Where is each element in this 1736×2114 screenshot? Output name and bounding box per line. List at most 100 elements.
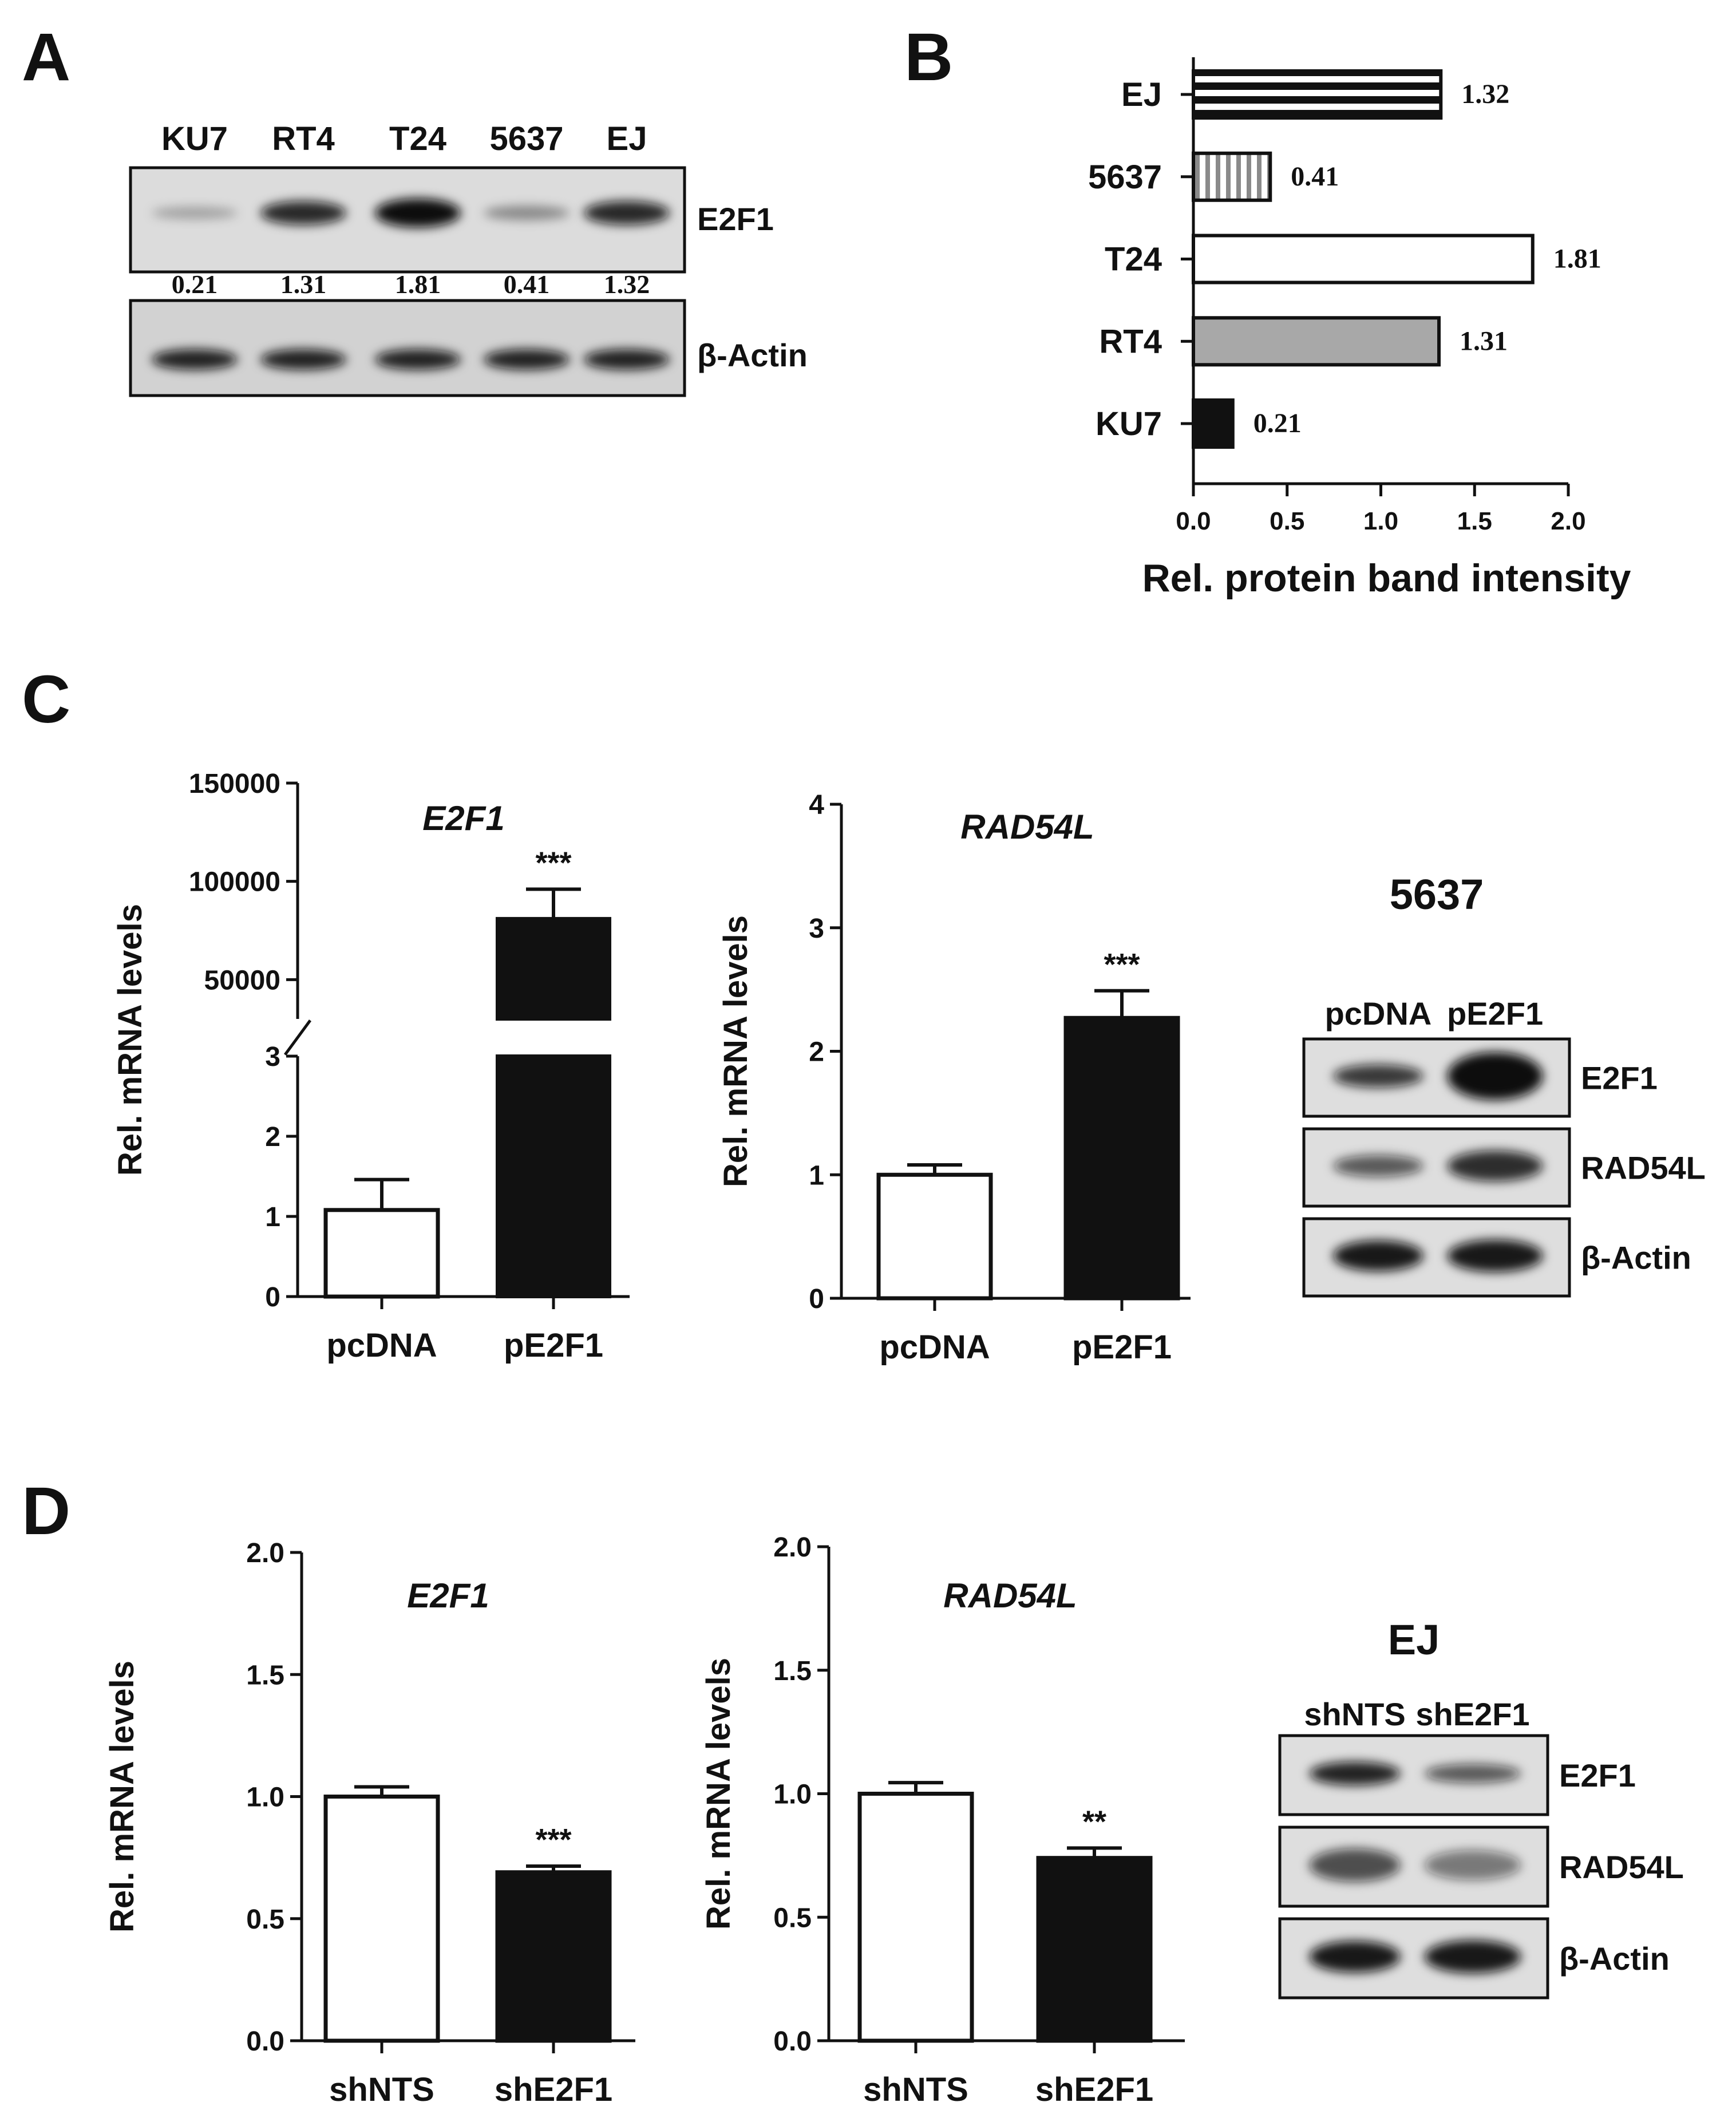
- significance-pe2f1: ***: [535, 845, 571, 880]
- bar-t24: [1192, 234, 1535, 284]
- band-e2f1-rt4: [260, 201, 346, 225]
- blot-label-e2f1: E2F1: [1559, 1757, 1636, 1793]
- tick-label-y-c2: 3: [809, 914, 824, 944]
- panel-a: A KU7 RT4 T24 5637 EJ 0.21 1.31 1.81 0.41 1.32 E…: [22, 19, 808, 397]
- tick-label-x-b: 1.0: [1363, 507, 1398, 535]
- category-label-pcdna: pcDNA: [879, 1329, 990, 1366]
- category-label-pe2f1: pE2F1: [504, 1327, 603, 1364]
- tick-label-y-c1: 50000: [204, 965, 280, 995]
- blot-bands-actin-a: [152, 349, 670, 370]
- band-actin-pe2f1: [1447, 1239, 1543, 1273]
- panel-label-c: C: [22, 662, 70, 737]
- band-e2f1-ku7: [152, 207, 238, 219]
- quant-value-1-32: 1.32: [604, 270, 650, 299]
- band-e2f1-she2f1: [1424, 1764, 1521, 1783]
- panel-label-a: A: [22, 19, 70, 95]
- blot-title: 5637: [1390, 871, 1484, 918]
- lane-label-ej: EJ: [607, 120, 647, 157]
- band-actin-she2f1: [1424, 1940, 1521, 1974]
- blot-label-actin: β-Actin: [1581, 1240, 1691, 1276]
- chart-c1: 50000 100000 150000 0 1 2 3 Rel. mRNA levels E2F…: [112, 769, 630, 1364]
- blot-label-rad54l: RAD54L: [1559, 1849, 1684, 1885]
- axis-label-y-c1: Rel. mRNA levels: [112, 904, 149, 1176]
- band-rad54l-pe2f1: [1447, 1150, 1543, 1182]
- tick-label-y-c2: 1: [809, 1160, 824, 1191]
- chart-c2: 0 1 2 3 4 Rel. mRNA levels RAD54L pcDNA pE2F1 ***: [717, 790, 1191, 1366]
- bar-pe2f1-upper: [496, 916, 611, 1021]
- tick-label-y-c1: 1: [265, 1202, 280, 1232]
- blot-d-ej: EJ shNTS shE2F1 E2F1 RAD54L β-Actin: [1278, 1616, 1684, 2000]
- bar-ku7: [1192, 398, 1235, 449]
- tick-label-y-c1: 2: [265, 1122, 280, 1152]
- chart-b: 0.0 0.5 1.0 1.5 2.0 Rel. protein band intensi…: [1088, 57, 1631, 600]
- band-rad54l-pcdna: [1333, 1155, 1423, 1177]
- bar-pe2f1: [1063, 1015, 1180, 1301]
- band-actin-5637: [484, 349, 570, 370]
- tick-label-y-c2: 4: [809, 790, 824, 820]
- category-label-t24: T24: [1105, 241, 1162, 278]
- panel-label-b: B: [904, 19, 953, 95]
- band-e2f1-pcdna: [1333, 1064, 1423, 1088]
- axis-label-x-b: Rel. protein band intensity: [1142, 556, 1631, 600]
- tick-label-y-c1: 0: [265, 1282, 280, 1313]
- tick-label-y-d2: 0.0: [773, 2026, 812, 2057]
- band-e2f1-shnts: [1309, 1761, 1401, 1785]
- lane-labels-a: KU7 RT4 T24 5637 EJ: [161, 120, 647, 157]
- significance-she2f1: ***: [535, 1823, 571, 1857]
- quant-value-0-41: 0.41: [504, 270, 550, 299]
- panel-d: D EJ shNTS shE2F1 E2F1 RAD54L β-Actin: [22, 1473, 1684, 2000]
- value-label-5637: 0.41: [1291, 161, 1339, 192]
- bar-she2f1: [495, 1870, 612, 2043]
- significance-pe2f1: ***: [1104, 947, 1140, 982]
- band-actin-ku7: [152, 349, 238, 370]
- category-label-pe2f1: pE2F1: [1072, 1329, 1172, 1366]
- chart-title-d2: RAD54L: [943, 1576, 1077, 1615]
- tick-label-y-d1: 2.0: [246, 1538, 284, 1568]
- lane-label-rt4: RT4: [272, 120, 335, 157]
- tick-label-y-d2: 1.0: [773, 1780, 812, 1810]
- category-label-ej: EJ: [1121, 76, 1162, 113]
- blot-lane-shnts: shNTS: [1304, 1696, 1405, 1732]
- category-label-she2f1: shE2F1: [495, 2071, 612, 2108]
- category-label-shnts: shNTS: [329, 2071, 434, 2108]
- value-label-ku7: 0.21: [1253, 408, 1302, 438]
- quant-values-a: 0.21 1.31 1.81 0.41 1.32: [172, 270, 650, 299]
- value-label-ej: 1.32: [1461, 79, 1509, 109]
- chart-d1: 0.0 0.5 1.0 1.5 2.0 Rel. mRNA levels E2F1 shNTS…: [104, 1538, 635, 2108]
- blot-c-5637: 5637 pcDNA pE2F1 E2F1 RAD54L β-Actin: [1302, 871, 1706, 1298]
- category-label-5637: 5637: [1088, 159, 1162, 196]
- tick-label-y-d1: 1.5: [246, 1660, 284, 1690]
- band-actin-t24: [375, 349, 461, 370]
- quant-value-1-31: 1.31: [280, 270, 327, 299]
- category-label-she2f1: shE2F1: [1035, 2071, 1153, 2108]
- lane-label-t24: T24: [389, 120, 446, 157]
- lane-label-5637: 5637: [489, 120, 563, 157]
- blot-title: EJ: [1388, 1616, 1440, 1663]
- value-label-rt4: 1.31: [1460, 326, 1508, 356]
- bar-shnts: [857, 1792, 974, 2043]
- bar-ej: [1192, 69, 1443, 120]
- band-e2f1-pe2f1: [1447, 1052, 1543, 1100]
- blot-lane-she2f1: shE2F1: [1415, 1696, 1529, 1732]
- blot-label-e2f1-a: E2F1: [697, 201, 774, 237]
- category-label-pcdna: pcDNA: [326, 1327, 437, 1364]
- bar-pcdna: [876, 1172, 993, 1301]
- chart-title-c2: RAD54L: [960, 808, 1094, 846]
- band-e2f1-t24: [375, 198, 461, 228]
- axis-label-y-c2: Rel. mRNA levels: [717, 915, 754, 1187]
- blot-lane-pcdna: pcDNA: [1325, 995, 1432, 1032]
- bar-shnts: [323, 1795, 440, 2043]
- blot-lane-pe2f1: pE2F1: [1447, 995, 1543, 1032]
- bar-5637: [1192, 151, 1272, 202]
- significance-she2f1: **: [1082, 1804, 1106, 1839]
- tick-label-y-c1: 3: [265, 1042, 280, 1072]
- panel-b: B: [904, 19, 953, 95]
- bar-rt4: [1192, 316, 1441, 367]
- tick-label-y-d1: 0.5: [246, 1904, 284, 1935]
- tick-label-y-d2: 2.0: [773, 1532, 812, 1563]
- tick-label-y-c1: 100000: [189, 867, 280, 898]
- band-e2f1-ej: [584, 201, 670, 225]
- band-rad54l-she2f1: [1424, 1850, 1521, 1880]
- band-actin-shnts: [1309, 1941, 1401, 1973]
